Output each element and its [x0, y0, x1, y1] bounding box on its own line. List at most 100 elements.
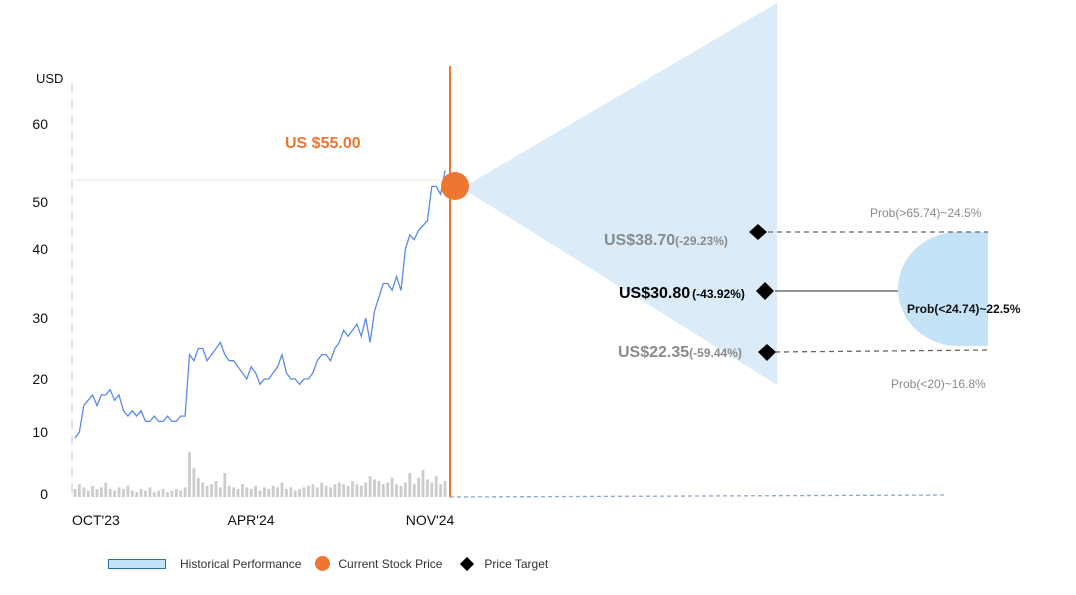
volume-bar [73, 489, 77, 497]
volume-bar [271, 485, 275, 497]
volume-bar [91, 485, 94, 497]
volume-bar [324, 485, 328, 497]
volume-bar [152, 492, 156, 497]
volume-bar [386, 482, 390, 497]
volume-bar [148, 487, 152, 497]
volume-bar [170, 490, 174, 497]
volume-bar [307, 485, 310, 497]
x-tick-label: OCT'23 [72, 512, 120, 528]
volume-bar [412, 484, 416, 497]
target-high-label: US$38.70(-29.23%) [604, 232, 728, 249]
current-price-swatch [315, 556, 331, 571]
volume-bar [157, 490, 161, 497]
volume-bar [126, 485, 130, 497]
volume-bar [219, 487, 222, 497]
prob-high-label: Prob(>65.74)~24.5% [870, 206, 982, 220]
volume-bar [205, 485, 209, 497]
volume-bar [399, 485, 403, 497]
volume-bar [258, 490, 262, 497]
volume-bar [364, 482, 368, 497]
volume-bar [249, 489, 253, 497]
volume-bar [390, 477, 394, 497]
y-tick-label: 60 [32, 116, 48, 132]
legend-historical-label: Historical Performance [180, 556, 302, 571]
prob-mid-label: Prob(<24.74)~22.5% [907, 302, 1021, 316]
volume-bar [179, 490, 183, 497]
volume-bar [395, 484, 398, 497]
volume-bar [373, 479, 376, 497]
volume-bar [122, 489, 125, 497]
volume-bar [280, 482, 284, 497]
volume-bar [421, 469, 425, 497]
volume-bar [236, 489, 240, 497]
volume-bar [100, 487, 103, 497]
legend-historical: Historical Performance [108, 557, 301, 571]
volume-bar [439, 484, 442, 497]
y-tick-label: 10 [32, 424, 48, 440]
volume-bar [104, 482, 108, 497]
volume-bar [404, 482, 407, 497]
target-high-diamond [749, 224, 767, 240]
legend-target: Price Target [456, 556, 549, 571]
volume-bar [346, 485, 350, 497]
volume-bar [430, 482, 434, 497]
volume-bar [408, 473, 412, 497]
prob-low-label: Prob(<20)~16.8% [891, 377, 986, 391]
target-low-diamond [758, 344, 776, 361]
volume-bar [135, 492, 139, 497]
price-line [74, 170, 446, 439]
current-price-label: US $55.00 [285, 135, 361, 152]
y-tick-label: 50 [32, 194, 48, 210]
y-tick-label: 0 [40, 486, 48, 502]
volume-bar [368, 476, 372, 497]
volume-bar [302, 487, 306, 497]
volume-bar [95, 489, 99, 497]
volume-bar [254, 485, 257, 497]
volume-bar [355, 484, 359, 497]
historical-swatch [108, 558, 166, 569]
volume-bar [377, 481, 381, 497]
volume-bar [434, 476, 438, 497]
y-tick-label: 20 [32, 371, 48, 387]
legend: Historical Performance Current Stock Pri… [108, 556, 562, 571]
volume-bar [315, 487, 319, 497]
target-low-label: US$22.35(-59.44%) [618, 344, 742, 361]
volume-bar [285, 489, 288, 497]
volume-bar [232, 487, 235, 497]
legend-target-label: Price Target [484, 556, 549, 571]
volume-bar [188, 452, 191, 497]
volume-bar [351, 481, 354, 497]
legend-current: Current Stock Price [315, 556, 442, 571]
volume-bar [183, 487, 187, 497]
volume-bar [241, 484, 244, 497]
volume-bar [214, 481, 218, 497]
volume-bar [245, 487, 249, 497]
volume-bar [289, 487, 293, 497]
price-target-swatch [460, 556, 475, 571]
volume-bar [117, 487, 121, 497]
volume-bar [320, 482, 324, 497]
volume-bar [113, 490, 116, 497]
volume-bar [342, 484, 346, 497]
volume-bar [227, 485, 231, 497]
volume-bar [201, 482, 205, 497]
target-mid-diamond [756, 282, 774, 300]
volume-bar [166, 492, 169, 497]
probability-distribution [898, 232, 988, 346]
volume-bar [359, 485, 363, 497]
volume-bar [223, 473, 227, 497]
volume-bar [263, 487, 266, 497]
volume-bar [426, 479, 429, 497]
volume-bar [337, 482, 341, 497]
volume-bar [130, 490, 134, 497]
legend-current-label: Current Stock Price [338, 556, 443, 571]
target-low-line [774, 349, 989, 353]
volume-bar [86, 490, 90, 497]
volume-bar [82, 487, 86, 497]
volume-bar [108, 489, 112, 497]
volume-bar [210, 484, 213, 497]
volume-bar [298, 489, 301, 497]
current-price-marker [441, 172, 469, 200]
y-tick-label: 40 [32, 241, 48, 257]
